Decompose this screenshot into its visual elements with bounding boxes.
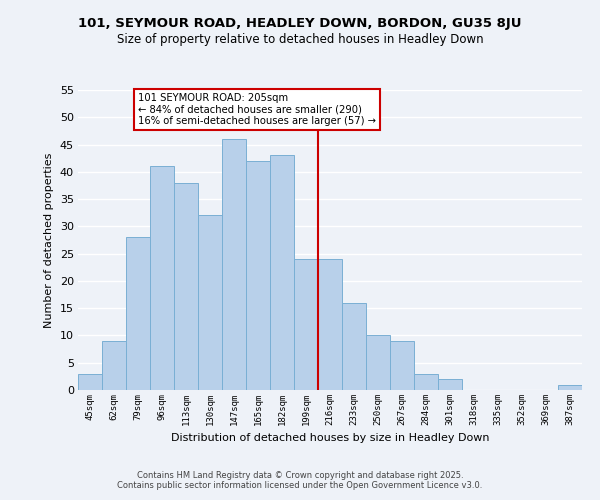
Bar [390,341,414,390]
X-axis label: Distribution of detached houses by size in Headley Down: Distribution of detached houses by size … [171,434,489,444]
Bar [294,259,318,390]
Bar [78,374,102,390]
Text: 101, SEYMOUR ROAD, HEADLEY DOWN, BORDON, GU35 8JU: 101, SEYMOUR ROAD, HEADLEY DOWN, BORDON,… [78,18,522,30]
Bar [102,341,126,390]
Text: Contains HM Land Registry data © Crown copyright and database right 2025.
Contai: Contains HM Land Registry data © Crown c… [118,470,482,490]
Bar [198,216,222,390]
Bar [246,161,270,390]
Text: Size of property relative to detached houses in Headley Down: Size of property relative to detached ho… [116,32,484,46]
Bar [558,384,582,390]
Y-axis label: Number of detached properties: Number of detached properties [44,152,54,328]
Bar [366,336,390,390]
Bar [438,379,462,390]
Bar [342,302,366,390]
Bar [174,182,198,390]
Text: 101 SEYMOUR ROAD: 205sqm
← 84% of detached houses are smaller (290)
16% of semi-: 101 SEYMOUR ROAD: 205sqm ← 84% of detach… [138,92,376,126]
Bar [270,156,294,390]
Bar [222,139,246,390]
Bar [318,259,342,390]
Bar [126,238,150,390]
Bar [414,374,438,390]
Bar [150,166,174,390]
